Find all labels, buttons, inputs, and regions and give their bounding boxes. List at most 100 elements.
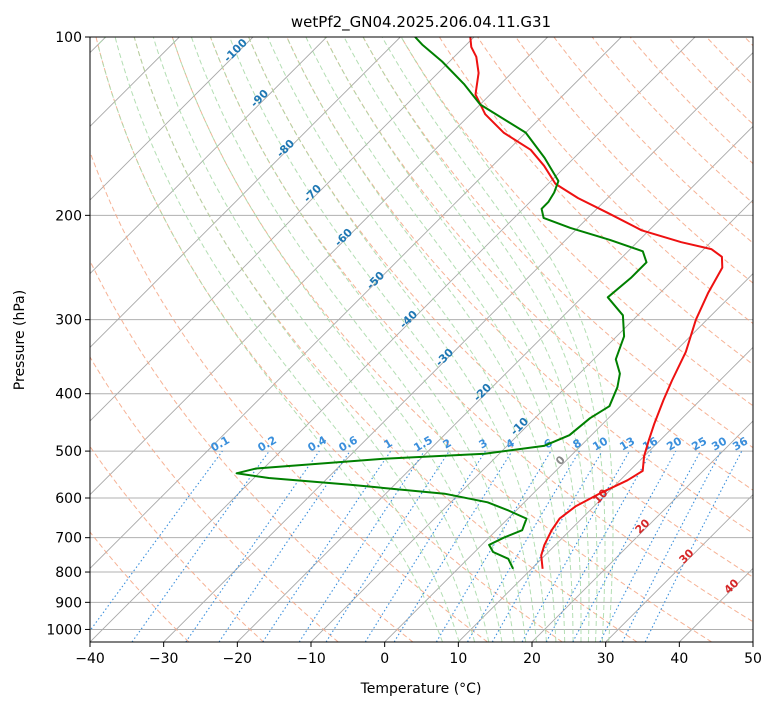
profile-series bbox=[235, 37, 724, 570]
dry-adiabat-line bbox=[90, 259, 414, 642]
dry-adiabat-line bbox=[477, 37, 753, 325]
moist-adiabat-label: -100 bbox=[221, 36, 250, 65]
x-tick-label: 20 bbox=[523, 651, 541, 667]
dry-adiabat-label: 40 bbox=[722, 576, 742, 596]
y-tick-label: 1000 bbox=[46, 622, 82, 638]
mixing-ratio-line bbox=[131, 450, 270, 642]
moist-adiabat-line bbox=[133, 37, 476, 642]
dry-adiabat-line bbox=[362, 37, 753, 449]
y-tick-label: 100 bbox=[55, 30, 82, 46]
mixing-ratio-line bbox=[364, 450, 486, 642]
x-axis-label: Temperature (°C) bbox=[360, 681, 482, 697]
mixing-ratio-line bbox=[599, 450, 701, 642]
isotherm-line bbox=[679, 567, 753, 642]
dry-adiabat-line bbox=[90, 445, 264, 642]
x-tick-label: 0 bbox=[380, 651, 389, 667]
y-axis-label: Pressure (hPa) bbox=[12, 290, 28, 390]
y-tick-label: 400 bbox=[55, 387, 82, 403]
mixing-ratio-label: 36 bbox=[730, 434, 750, 453]
moist-adiabat-line bbox=[171, 37, 503, 642]
isotherm-line bbox=[163, 52, 753, 642]
moist-adiabat-line bbox=[362, 37, 598, 642]
moist-adiabat-line bbox=[324, 37, 582, 642]
dry-adiabat-line bbox=[210, 37, 753, 623]
moist-adiabat-line bbox=[400, 37, 614, 642]
mixing-ratio-line bbox=[298, 450, 425, 642]
mixing-ratio-label: 25 bbox=[689, 435, 709, 454]
x-tick-label: −30 bbox=[149, 651, 179, 667]
background-lines bbox=[90, 37, 753, 642]
x-tick-label: −20 bbox=[223, 651, 253, 667]
mixing-ratio-line bbox=[90, 450, 223, 632]
x-tick-label: −10 bbox=[296, 651, 326, 667]
isotherm-line bbox=[237, 125, 753, 642]
isotherm-line bbox=[90, 37, 696, 642]
mixing-ratio-label: 30 bbox=[709, 434, 729, 453]
moist-adiabat-line bbox=[210, 37, 527, 642]
dry-adiabat-line bbox=[90, 356, 339, 642]
dry-adiabat-line bbox=[286, 37, 753, 534]
dry-adiabat-line bbox=[90, 150, 488, 642]
dry-adiabat-line bbox=[553, 37, 753, 244]
moist-adiabat-label: -40 bbox=[397, 308, 420, 331]
axes: −40 −30 −20 −10 0 10 20 30 40 50 100 200 300 400 500 60… bbox=[46, 30, 762, 667]
isotherm-line bbox=[458, 346, 753, 642]
isotherm-line bbox=[90, 37, 622, 569]
mixing-ratio-label: 2 bbox=[441, 436, 454, 451]
mixing-ratio-line bbox=[644, 450, 743, 642]
x-tick-label: 10 bbox=[449, 651, 467, 667]
moist-adiabat-line bbox=[267, 37, 557, 642]
mixing-ratio-line bbox=[491, 450, 603, 642]
dry-adiabat-line bbox=[591, 37, 753, 204]
moist-adiabat-label: -70 bbox=[301, 182, 324, 205]
dry-adiabat-line bbox=[515, 37, 753, 284]
moist-adiabat-line bbox=[381, 37, 606, 642]
isotherm-line bbox=[90, 37, 475, 422]
isotherm-line bbox=[90, 37, 254, 201]
mixing-ratio-label: 1 bbox=[382, 436, 395, 451]
dewpoint-profile-line bbox=[235, 37, 648, 570]
isotherm-line bbox=[752, 641, 753, 642]
x-tick-label: 40 bbox=[670, 651, 688, 667]
dry-adiabat-line bbox=[324, 37, 753, 491]
isotherm-line bbox=[605, 494, 753, 642]
moist-adiabat-label: -60 bbox=[332, 226, 355, 249]
mixing-ratio-line bbox=[467, 450, 580, 642]
dry-adiabat-line bbox=[706, 37, 753, 86]
y-tick-label: 300 bbox=[55, 313, 82, 329]
mixing-ratio-line bbox=[262, 450, 392, 642]
y-tick-label: 500 bbox=[55, 444, 82, 460]
moist-adiabat-line bbox=[152, 37, 490, 642]
moist-adiabat-label: -90 bbox=[248, 87, 271, 110]
mixing-ratio-line bbox=[393, 450, 513, 642]
moist-adiabat-line bbox=[114, 37, 460, 642]
y-tick-label: 600 bbox=[55, 491, 82, 507]
y-tick-label: 200 bbox=[55, 208, 82, 224]
moist-adiabat-line bbox=[248, 37, 547, 642]
mixing-ratio-label: 10 bbox=[590, 434, 610, 453]
moist-adiabat-label: -80 bbox=[274, 137, 297, 160]
moist-adiabat-line bbox=[97, 37, 443, 642]
temperature-profile-line bbox=[469, 37, 724, 569]
mixing-ratio-line bbox=[545, 450, 653, 642]
mixing-ratio-line bbox=[621, 450, 722, 642]
dry-adiabat-line bbox=[95, 37, 563, 642]
dry-adiabat-label: 30 bbox=[677, 546, 697, 566]
dry-adiabat-line bbox=[171, 37, 712, 642]
dry-adiabat-line bbox=[90, 531, 190, 642]
isotherm-line bbox=[531, 420, 753, 642]
isotherm-line bbox=[384, 273, 753, 642]
x-tick-label: 30 bbox=[597, 651, 615, 667]
isotherm-line bbox=[90, 37, 327, 275]
x-tick-label: −40 bbox=[75, 651, 105, 667]
dry-adiabat-line bbox=[133, 37, 638, 642]
reference-line-labels: 0.1 0.2 0.4 0.6 1 1.5 2 3 4 6 8 10 13 16 20 25 30 36-100-… bbox=[209, 36, 751, 597]
dry-adiabat-label: 20 bbox=[633, 516, 653, 536]
y-tick-label: 700 bbox=[55, 531, 82, 547]
moist-adiabat-line bbox=[343, 37, 590, 642]
mixing-ratio-line bbox=[521, 450, 630, 642]
dry-adiabat-line bbox=[400, 37, 753, 407]
mixing-ratio-label: 8 bbox=[571, 436, 584, 451]
x-tick-label: 50 bbox=[744, 651, 762, 667]
